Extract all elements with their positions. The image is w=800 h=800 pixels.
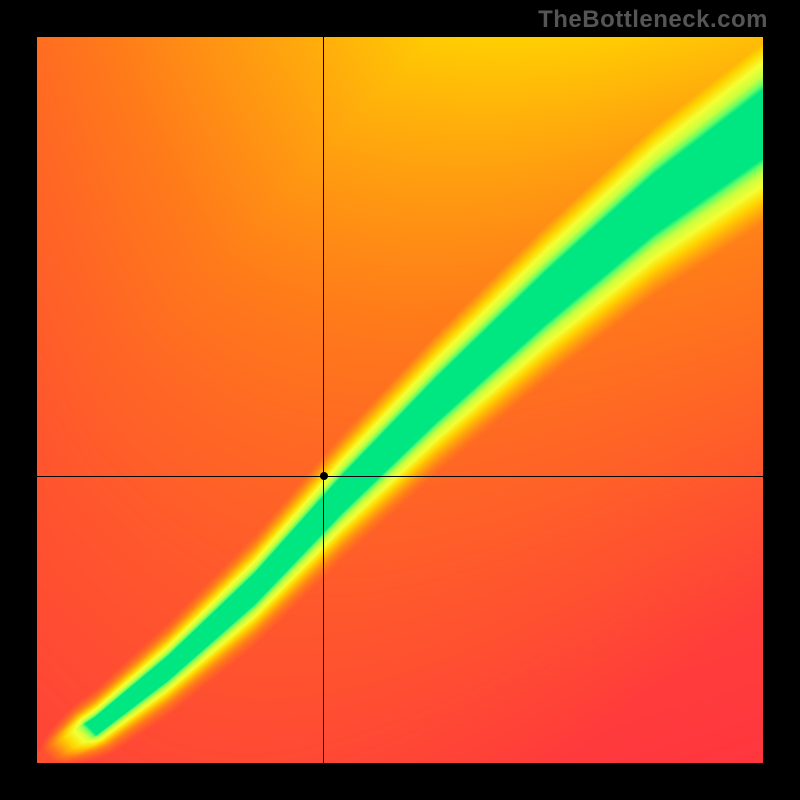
bottleneck-heatmap [37,37,763,763]
crosshair-vertical [323,37,324,763]
watermark-text: TheBottleneck.com [538,6,768,34]
crosshair-marker [320,472,328,480]
crosshair-horizontal [37,476,763,477]
chart-container: TheBottleneck.com [0,0,800,800]
